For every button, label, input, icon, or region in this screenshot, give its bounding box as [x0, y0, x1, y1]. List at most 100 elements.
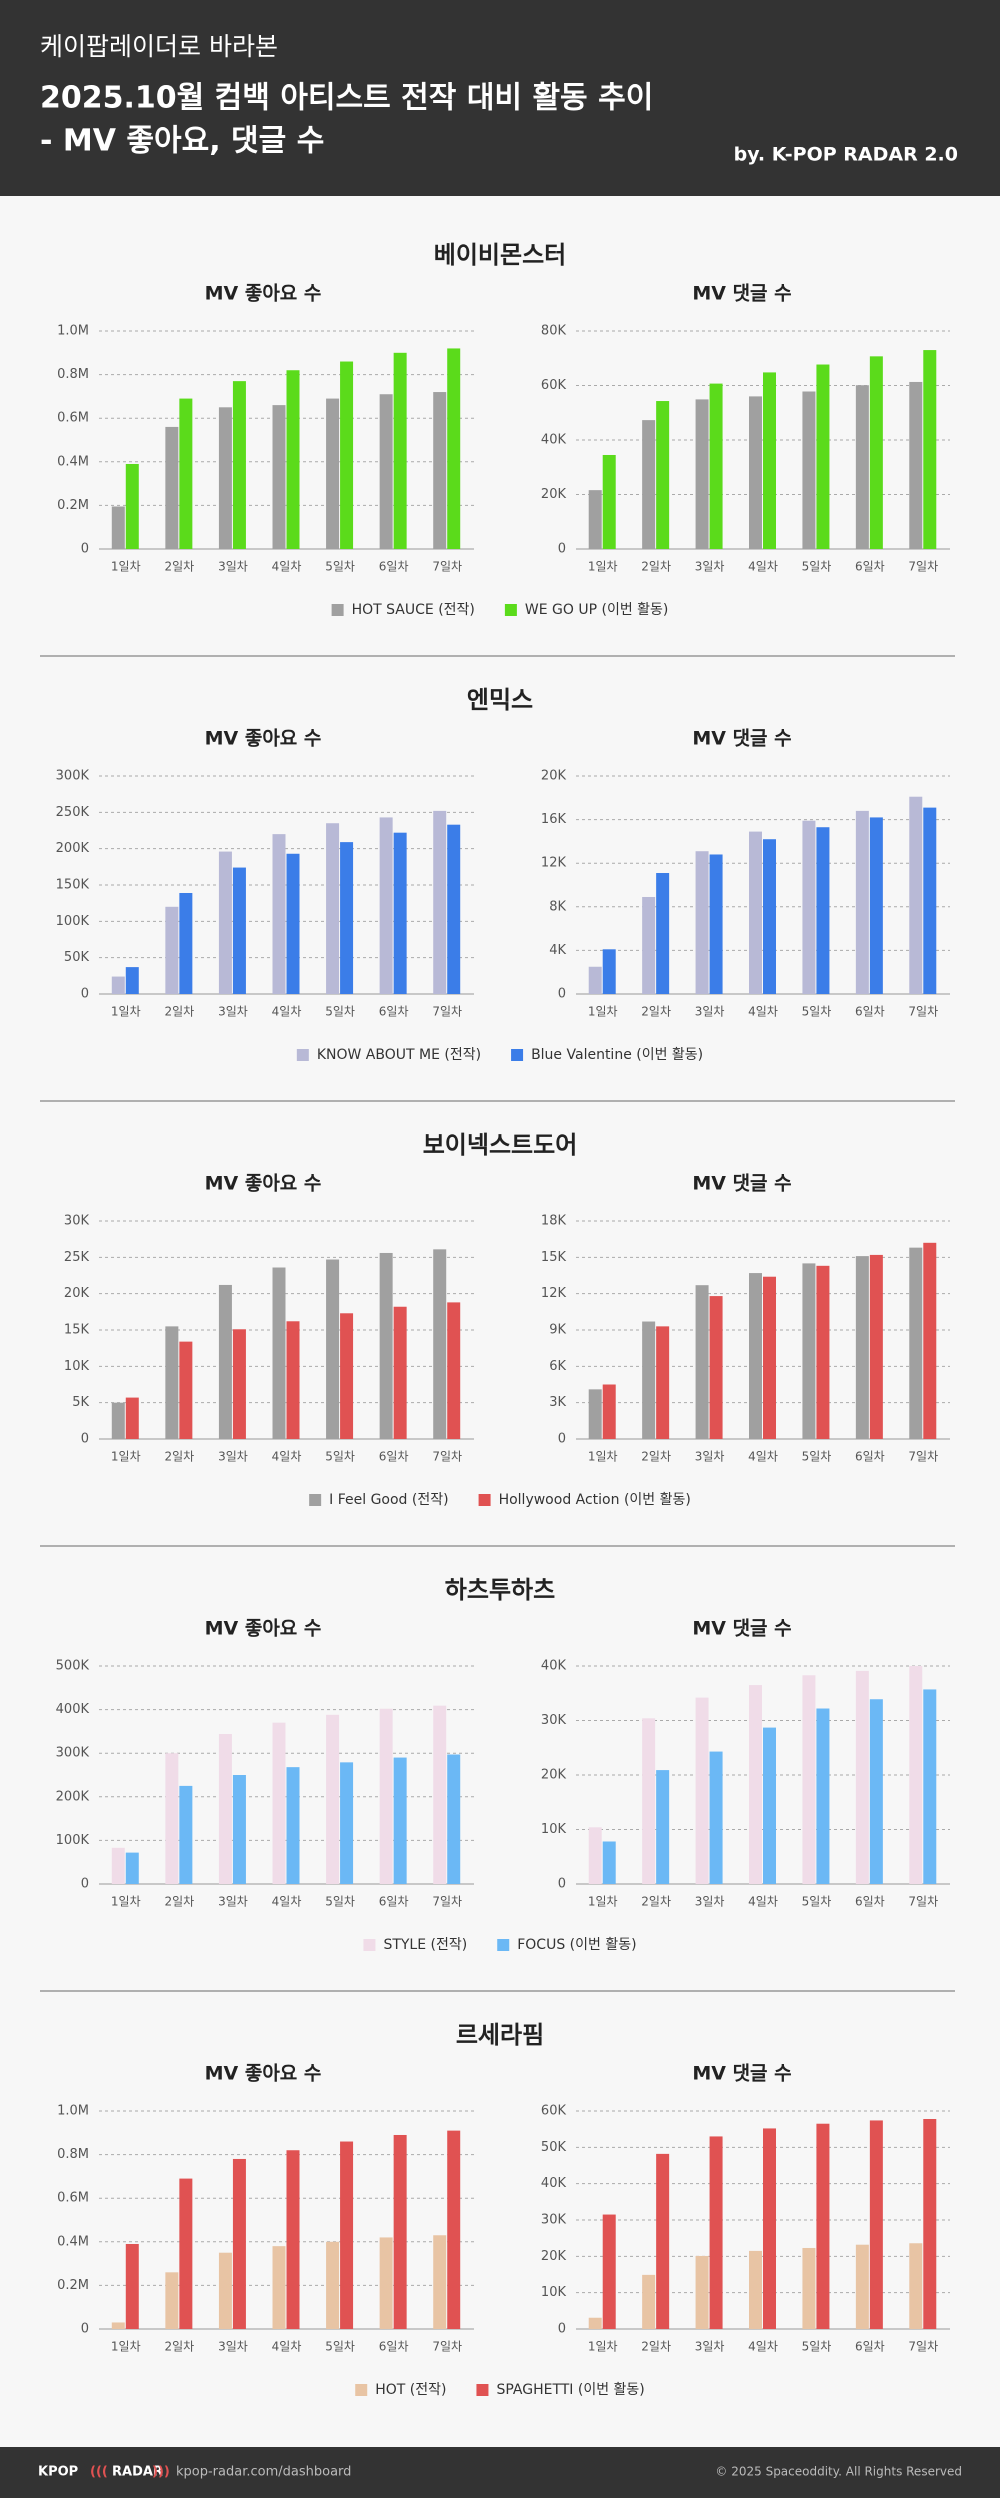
- bar: [111, 506, 125, 549]
- footer-url: kpop-radar.com/dashboard: [176, 2465, 351, 2480]
- bar: [816, 1265, 830, 1439]
- y-tick-label: 0: [558, 542, 566, 557]
- bar: [218, 1734, 232, 1884]
- bar: [763, 1276, 776, 1439]
- bar: [602, 454, 616, 549]
- x-tick-label: 1일차: [588, 1895, 618, 1909]
- bar: [272, 1722, 286, 1884]
- bar: [165, 906, 179, 994]
- bar: [125, 2243, 139, 2329]
- bar: [125, 967, 139, 994]
- bar: [340, 361, 354, 549]
- bar: [165, 426, 179, 549]
- bar: [709, 1296, 723, 1439]
- y-tick-label: 0: [81, 1432, 89, 1447]
- y-tick-label: 0: [558, 1877, 566, 1892]
- y-tick-label: 10K: [541, 2285, 567, 2300]
- x-tick-label: 7일차: [432, 2340, 462, 2354]
- x-tick-label: 5일차: [802, 1005, 832, 1019]
- y-tick-label: 8K: [549, 899, 566, 914]
- bar: [656, 1770, 670, 1884]
- x-tick-label: 7일차: [432, 1005, 462, 1019]
- chart-title: MV 좋아요 수: [205, 1173, 322, 1195]
- bar: [326, 398, 340, 549]
- bar: [379, 817, 393, 994]
- bar: [749, 1685, 762, 1884]
- bar: [111, 1847, 125, 1884]
- bar: [447, 348, 461, 549]
- legend-label: STYLE (전작): [383, 1937, 467, 1953]
- bar: [802, 1263, 816, 1439]
- bar: [588, 490, 602, 549]
- bar: [642, 896, 656, 994]
- chart-title: MV 좋아요 수: [205, 728, 322, 750]
- y-tick-label: 30K: [64, 1214, 90, 1229]
- chart-title: MV 댓글 수: [692, 728, 791, 750]
- x-tick-label: 4일차: [748, 2340, 778, 2354]
- legend-swatch: [511, 1049, 524, 1061]
- bar: [326, 1259, 340, 1439]
- bar: [232, 381, 246, 549]
- bar: [379, 1708, 393, 1884]
- legend-label: KNOW ABOUT ME (전작): [317, 1047, 481, 1063]
- y-tick-label: 60K: [541, 378, 567, 393]
- bar: [763, 1727, 776, 1884]
- bar: [855, 810, 869, 994]
- legend-swatch: [478, 1494, 491, 1506]
- bar: [588, 1389, 602, 1439]
- x-tick-label: 7일차: [908, 1450, 938, 1464]
- y-tick-label: 4K: [549, 943, 566, 958]
- x-tick-label: 7일차: [432, 1895, 462, 1909]
- x-tick-label: 6일차: [379, 1895, 409, 1909]
- bar: [165, 1753, 179, 1884]
- legend-swatch: [331, 604, 344, 616]
- bar: [923, 2118, 937, 2329]
- bar: [286, 370, 300, 549]
- x-tick-label: 7일차: [908, 1895, 938, 1909]
- bar: [642, 420, 656, 549]
- x-tick-label: 2일차: [164, 2340, 194, 2354]
- y-tick-label: 100K: [56, 1833, 90, 1848]
- x-tick-label: 6일차: [855, 1895, 885, 1909]
- y-tick-label: 0.8M: [57, 2147, 89, 2162]
- x-tick-label: 5일차: [325, 1450, 355, 1464]
- y-tick-label: 20K: [541, 769, 567, 784]
- x-tick-label: 6일차: [855, 560, 885, 574]
- bar: [642, 1321, 656, 1439]
- bar: [179, 892, 193, 994]
- section-title: 르세라핌: [456, 2021, 544, 2049]
- bar: [802, 2247, 816, 2329]
- y-tick-label: 0.4M: [57, 2234, 89, 2249]
- x-tick-label: 1일차: [111, 1450, 141, 1464]
- chart-title: MV 좋아요 수: [205, 283, 322, 305]
- chart-title: MV 댓글 수: [692, 283, 791, 305]
- bar: [909, 796, 923, 994]
- y-tick-label: 300K: [56, 1746, 90, 1761]
- y-tick-label: 0.6M: [57, 411, 89, 426]
- bar: [602, 2214, 616, 2329]
- bar: [588, 1827, 602, 1884]
- section-title: 하츠투하츠: [445, 1576, 555, 1604]
- bar: [393, 832, 407, 994]
- bar: [642, 1718, 656, 1884]
- bar: [272, 405, 286, 549]
- bar: [923, 807, 937, 994]
- bar: [869, 817, 883, 994]
- bar: [802, 391, 816, 549]
- bar: [179, 1785, 193, 1884]
- bar: [379, 1252, 393, 1439]
- bar: [816, 827, 830, 994]
- bar: [447, 1302, 461, 1439]
- y-tick-label: 20K: [541, 1768, 567, 1783]
- bar: [433, 810, 447, 994]
- x-tick-label: 3일차: [218, 1005, 248, 1019]
- legend-swatch: [363, 1939, 376, 1951]
- footer-logo: KPOP: [38, 2465, 78, 2480]
- bar: [749, 2250, 762, 2329]
- x-tick-label: 4일차: [272, 1005, 302, 1019]
- bar: [709, 383, 723, 549]
- y-tick-label: 300K: [56, 769, 90, 784]
- bar: [923, 350, 937, 549]
- y-tick-label: 0: [558, 2322, 566, 2337]
- x-tick-label: 5일차: [325, 560, 355, 574]
